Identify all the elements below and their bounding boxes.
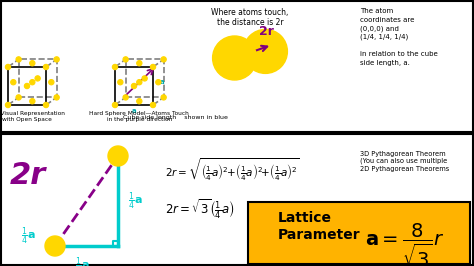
Circle shape [137, 98, 142, 104]
Circle shape [161, 95, 166, 100]
Circle shape [137, 80, 142, 85]
Circle shape [161, 57, 166, 62]
Text: $\frac{1}{4}$a: $\frac{1}{4}$a [20, 225, 36, 247]
Circle shape [150, 102, 155, 108]
Circle shape [108, 146, 128, 166]
Circle shape [118, 80, 123, 85]
Text: Cube side length    shown in blue: Cube side length shown in blue [123, 115, 228, 120]
Text: $\frac{1}{4}$a: $\frac{1}{4}$a [128, 190, 143, 212]
Circle shape [5, 102, 10, 108]
Circle shape [30, 61, 35, 66]
Circle shape [45, 236, 65, 256]
Text: The atom
coordinates are
(0,0,0) and
(1/4, 1/4, 1/4)

in relation to the cube
si: The atom coordinates are (0,0,0) and (1/… [360, 8, 438, 66]
Text: Lattice
Parameter: Lattice Parameter [278, 211, 361, 242]
Text: a: a [159, 79, 164, 85]
Circle shape [131, 83, 137, 89]
Text: 3D Pythagorean Theorem
(You can also use multiple
2D Pythagorean Theorems: 3D Pythagorean Theorem (You can also use… [360, 151, 449, 172]
Circle shape [112, 64, 118, 70]
Circle shape [150, 64, 155, 70]
Text: a: a [132, 108, 137, 114]
Circle shape [35, 76, 40, 81]
Text: Where atoms touch,
the distance is 2r: Where atoms touch, the distance is 2r [211, 8, 289, 27]
Circle shape [30, 80, 35, 85]
Circle shape [155, 80, 161, 85]
Text: 2r: 2r [10, 161, 46, 190]
Circle shape [30, 98, 35, 104]
Text: $\frac{1}{4}$a: $\frac{1}{4}$a [74, 256, 90, 266]
Circle shape [123, 95, 128, 100]
Circle shape [54, 57, 59, 62]
Circle shape [49, 80, 54, 85]
Circle shape [137, 61, 142, 66]
Circle shape [5, 64, 10, 70]
FancyBboxPatch shape [248, 202, 470, 264]
Text: DC Visual Representation
with Open Space: DC Visual Representation with Open Space [0, 111, 64, 122]
Circle shape [43, 64, 49, 70]
Circle shape [123, 57, 128, 62]
Text: 2r: 2r [259, 25, 273, 38]
Circle shape [16, 95, 21, 100]
Circle shape [54, 95, 59, 100]
Circle shape [24, 83, 30, 89]
Text: $2r = \sqrt{3}\left(\frac{1}{4}a\right)$: $2r = \sqrt{3}\left(\frac{1}{4}a\right)$ [165, 198, 235, 221]
Circle shape [43, 102, 49, 108]
Text: $\mathbf{a} = \dfrac{8}{\sqrt{3}}r$: $\mathbf{a} = \dfrac{8}{\sqrt{3}}r$ [365, 222, 444, 266]
Circle shape [244, 30, 287, 73]
Circle shape [112, 102, 118, 108]
Text: Hard Sphere Model—Atoms Touch
in the purple direction: Hard Sphere Model—Atoms Touch in the pur… [90, 111, 189, 122]
Circle shape [10, 80, 16, 85]
Text: $2r = \sqrt{\left(\frac{1}{4}a\right)^2\!\!+\!\left(\frac{1}{4}a\right)^2\!\!+\!: $2r = \sqrt{\left(\frac{1}{4}a\right)^2\… [165, 156, 300, 183]
Circle shape [16, 57, 21, 62]
Circle shape [142, 76, 147, 81]
Circle shape [213, 36, 256, 80]
